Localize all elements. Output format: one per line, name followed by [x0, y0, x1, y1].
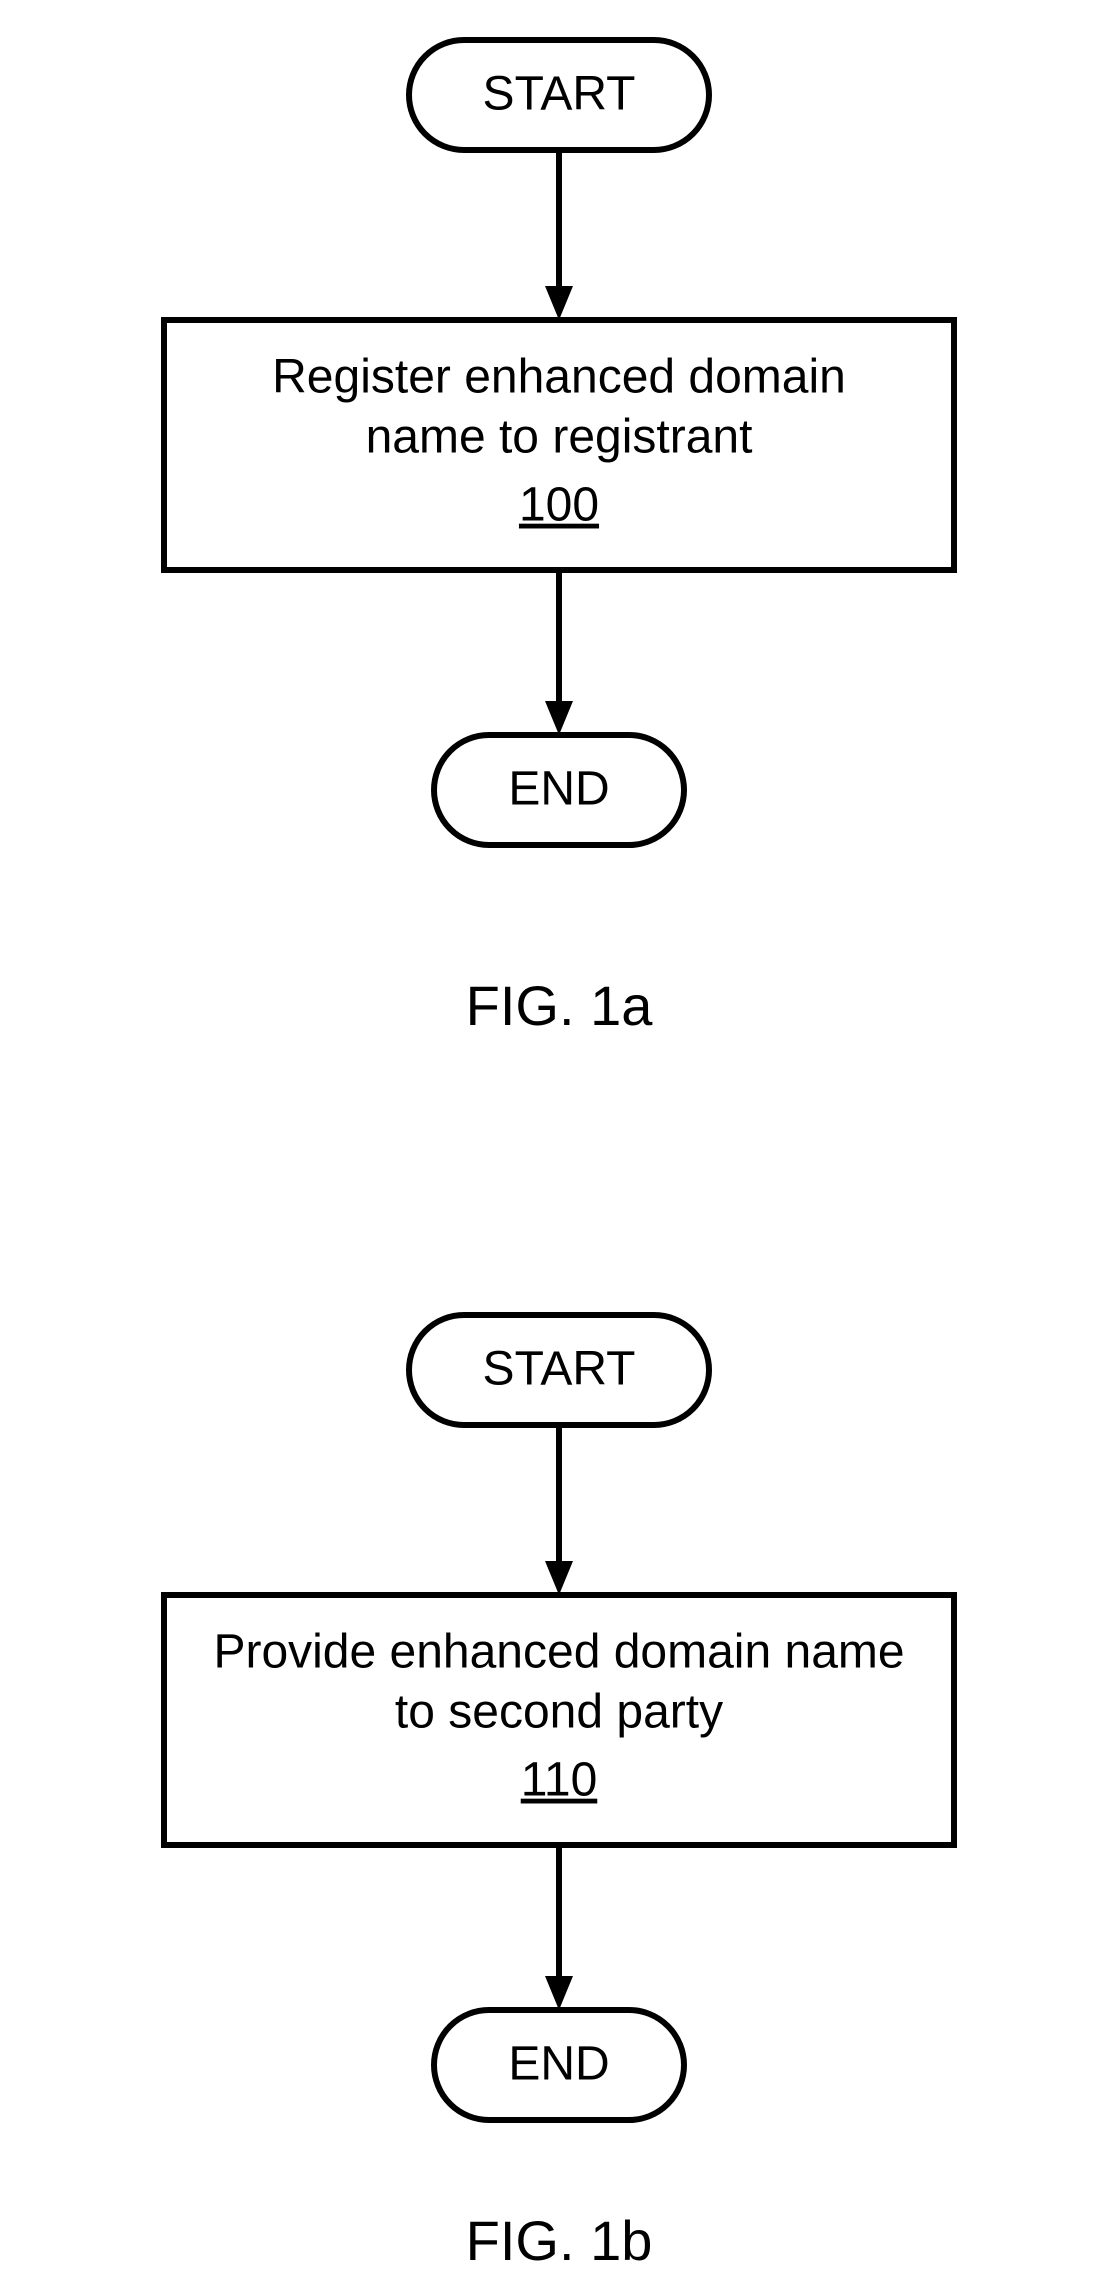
fig1b-process-box-line-0: Provide enhanced domain name — [213, 1626, 904, 1679]
fig1b-start-terminal: START — [409, 1315, 709, 1425]
fig1b-process-box-line-1: to second party — [395, 1686, 723, 1739]
fig1a-end-terminal: END — [434, 735, 684, 845]
fig1a-start-terminal-label: START — [483, 68, 636, 121]
fig1b-end-terminal: END — [434, 2010, 684, 2120]
flow-arrow — [545, 150, 573, 320]
fig1a-process-box-line-0: Register enhanced domain — [272, 351, 846, 404]
flow-arrow — [545, 1425, 573, 1595]
fig1a-end-terminal-label: END — [508, 763, 609, 816]
fig1b-process-box-ref: 110 — [521, 1754, 598, 1807]
fig1b-start-terminal-label: START — [483, 1343, 636, 1396]
fig1b-caption: FIG. 1b — [466, 2209, 653, 2272]
fig1b-process-box: Provide enhanced domain name to second pa… — [164, 1595, 954, 1845]
fig1a-process-box: Register enhanced domain name to registra… — [164, 320, 954, 570]
flow-arrow — [545, 570, 573, 735]
fig1a-process-box-ref: 100 — [519, 479, 599, 532]
fig1a-caption: FIG. 1a — [466, 974, 654, 1037]
fig1a-process-box-line-1: name to registrant — [366, 411, 753, 464]
flow-arrow — [545, 1845, 573, 2010]
fig1a-start-terminal: START — [409, 40, 709, 150]
fig1b-end-terminal-label: END — [508, 2038, 609, 2091]
